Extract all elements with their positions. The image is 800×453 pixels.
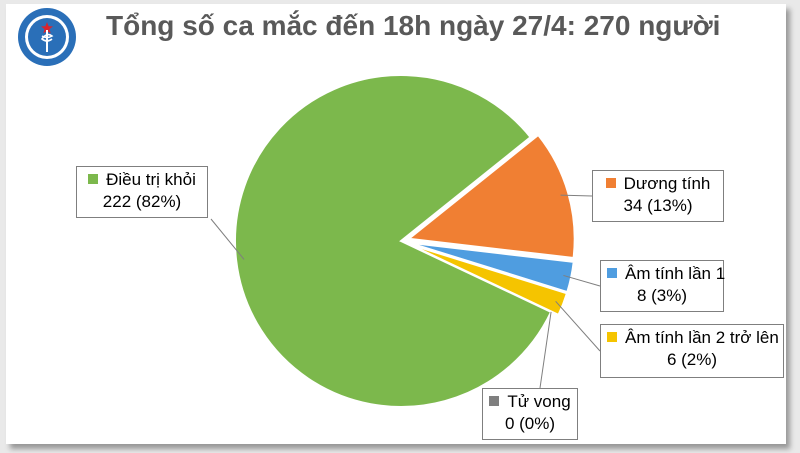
leader-line-am-tinh-lan-1: [563, 274, 601, 287]
slice-value-am-tinh-lan-1: 8 (3%): [636, 286, 688, 305]
legend-swatch-am-tinh-lan-1: [607, 268, 617, 278]
slice-label-am-tinh-lan-2: Âm tính lần 2 trở lên: [625, 328, 779, 347]
callout-duong-tinh: Dương tính 34 (13%): [592, 170, 724, 222]
slice-label-am-tinh-lan-1: Âm tính lần 1: [625, 264, 726, 283]
slice-value-tu-vong: 0 (0%): [504, 414, 556, 433]
slice-value-duong-tinh: 34 (13%): [623, 196, 693, 215]
callout-am-tinh-lan-2: Âm tính lần 2 trở lên 6 (2%): [600, 324, 784, 378]
slice-label-dieu-tri-khoi: Điều trị khỏi: [106, 170, 196, 189]
callout-am-tinh-lan-1: Âm tính lần 1 8 (3%): [600, 260, 726, 312]
callout-dieu-tri-khoi: Điều trị khỏi 222 (82%): [76, 166, 208, 218]
callout-tu-vong: Tử vong 0 (0%): [482, 388, 578, 440]
slice-label-tu-vong: Tử vong: [507, 392, 571, 411]
slice-value-dieu-tri-khoi: 222 (82%): [102, 192, 182, 211]
pie-slice-dieu-tri-khoi: [234, 74, 553, 408]
slice-label-duong-tinh: Dương tính: [623, 174, 711, 193]
ministry-of-health-logo: [18, 8, 76, 66]
pie-slice-am-tinh-lan-1: [408, 241, 575, 294]
leader-line-am-tinh-lan-2: [555, 300, 601, 352]
chart-frame: Tổng số ca mắc đến 18h ngày 27/4: 270 ng…: [6, 4, 786, 444]
legend-swatch-dieu-tri-khoi: [88, 174, 99, 184]
pie-slice-duong-tinh: [406, 133, 576, 260]
leader-line-duong-tinh: [560, 194, 593, 197]
slice-value-am-tinh-lan-2: 6 (2%): [666, 350, 718, 369]
legend-swatch-duong-tinh: [605, 178, 616, 188]
legend-swatch-tu-vong: [489, 396, 500, 406]
legend-swatch-am-tinh-lan-2: [607, 332, 617, 342]
leader-line-dieu-tri-khoi: [210, 218, 245, 260]
leader-line-tu-vong: [539, 311, 552, 389]
chart-title: Tổng số ca mắc đến 18h ngày 27/4: 270 ng…: [106, 10, 721, 41]
pie-chart: [210, 74, 601, 408]
pie-slice-am-tinh-lan-2: [408, 242, 569, 317]
